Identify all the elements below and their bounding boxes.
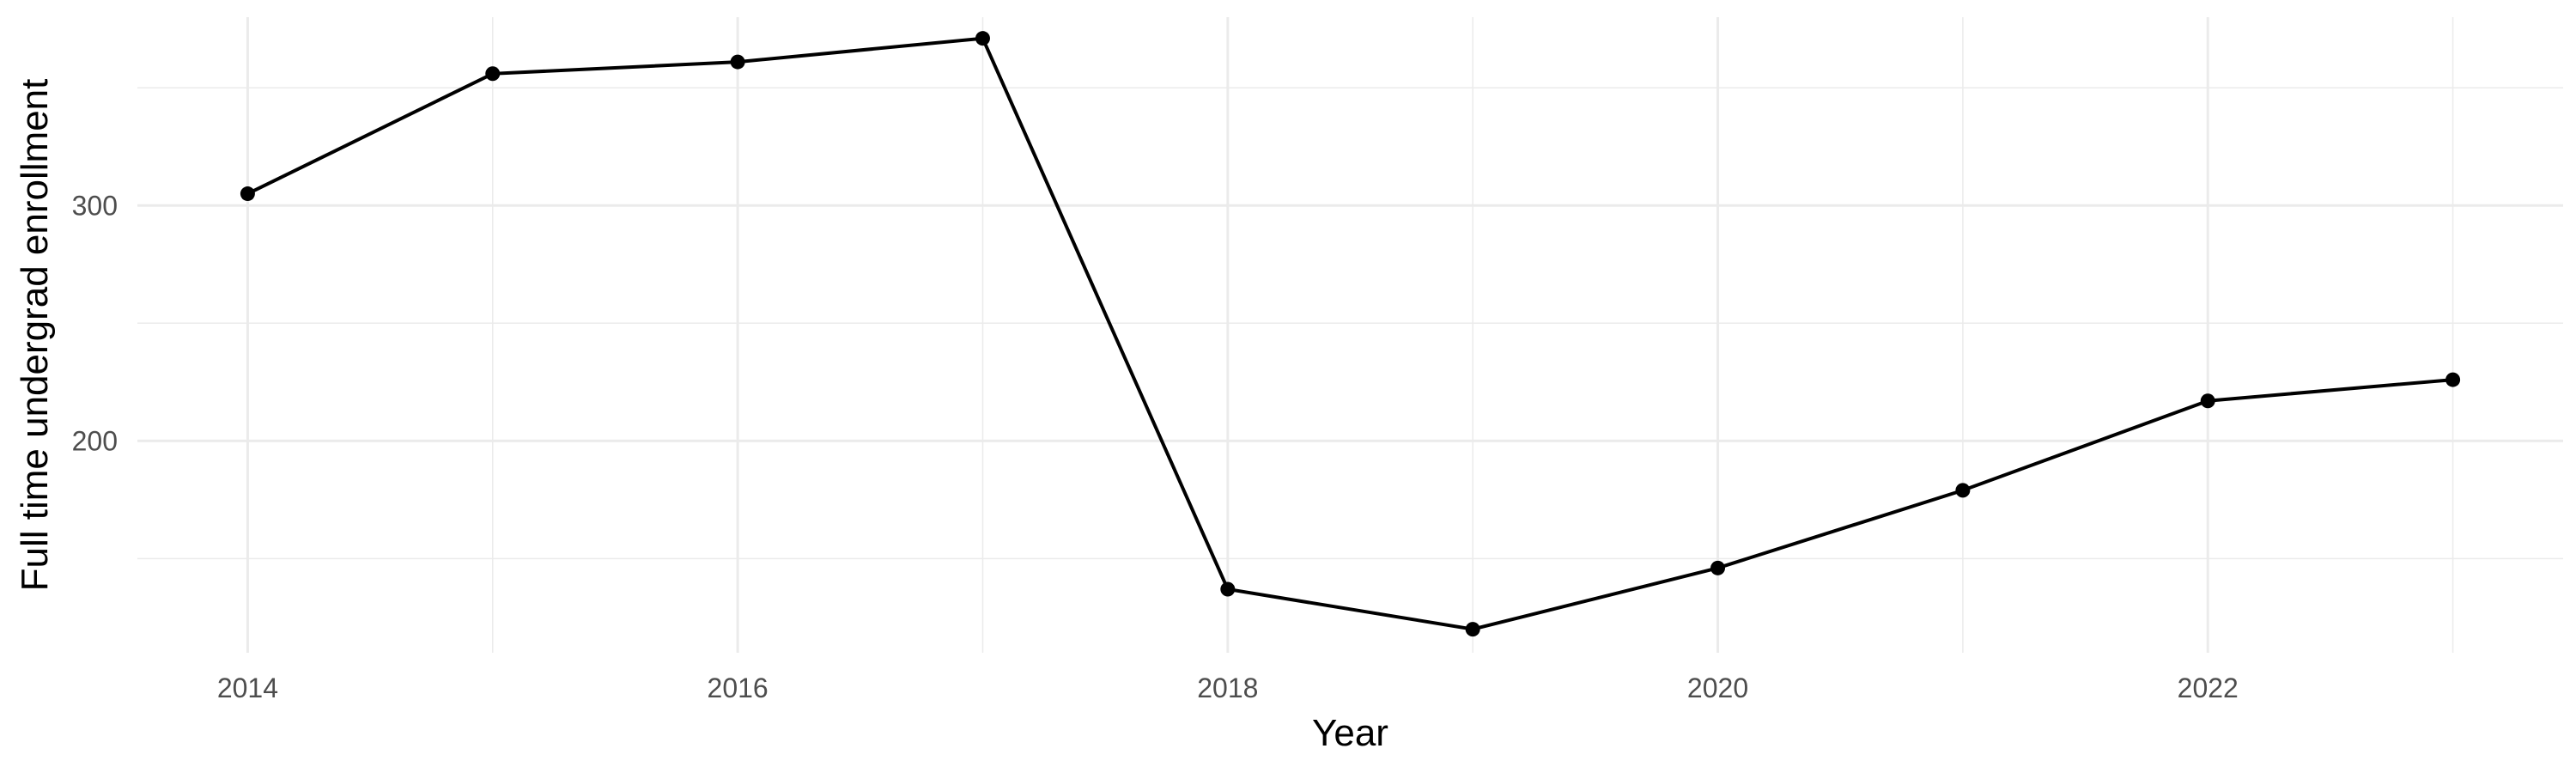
data-point [1955, 483, 1971, 498]
data-point [485, 66, 501, 82]
x-tick-label: 2014 [217, 673, 278, 703]
y-axis-title: Full time undergrad enrollment [14, 79, 56, 592]
data-points [240, 31, 2461, 637]
series-layer [246, 36, 2453, 631]
x-tick-label: 2020 [1687, 673, 1748, 703]
y-axis-ticks: 200 300 [72, 190, 118, 456]
data-point [1220, 581, 1236, 597]
data-point [2200, 393, 2215, 409]
data-point [2445, 372, 2461, 387]
gridlines [137, 17, 2563, 653]
x-tick-label: 2016 [708, 673, 769, 703]
x-axis-ticks: 2014 2016 2018 2020 2022 [217, 673, 2239, 703]
x-axis-title: Year [1312, 712, 1388, 754]
data-point [1465, 622, 1480, 637]
x-tick-label: 2022 [2178, 673, 2239, 703]
x-tick-label: 2018 [1197, 673, 1258, 703]
y-tick-label: 200 [72, 425, 118, 456]
data-point [1710, 560, 1726, 575]
series-line [246, 36, 2453, 631]
y-tick-label: 300 [72, 190, 118, 221]
data-point [730, 54, 745, 70]
data-point [240, 186, 255, 202]
data-point [975, 31, 990, 46]
